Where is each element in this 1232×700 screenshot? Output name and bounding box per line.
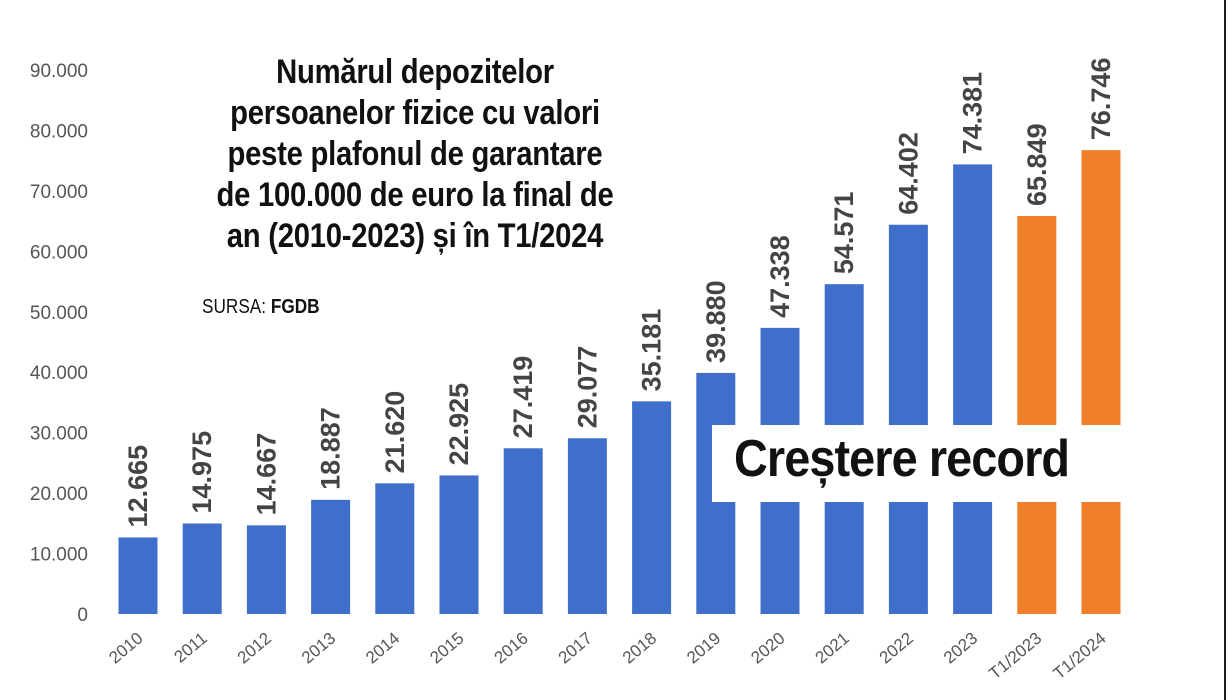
data-label: 39.880	[701, 280, 731, 363]
y-tick-label: 40.000	[30, 363, 88, 384]
bar	[182, 523, 222, 614]
frame-edge	[1224, 0, 1226, 700]
data-label: 14.975	[187, 431, 217, 514]
x-tick-label: 2022	[876, 629, 917, 668]
y-tick-label: 30.000	[30, 424, 88, 445]
x-tick-label: 2019	[683, 629, 724, 668]
data-label: 22.925	[444, 383, 474, 466]
y-tick-label: 60.000	[30, 242, 88, 263]
x-tick-label: 2011	[171, 629, 211, 667]
x-tick-label: T1/2024	[1050, 629, 1110, 684]
x-tick-label: 2016	[491, 629, 532, 668]
bar	[439, 475, 479, 614]
y-tick-label: 80.000	[30, 121, 88, 142]
source-note: SURSA: FGDB	[202, 296, 320, 319]
chart-title: Numărul depozitelor persoanelor fizice c…	[160, 52, 670, 257]
bar	[888, 224, 928, 614]
title-line: Numărul depozitelor	[276, 53, 554, 91]
data-label: 35.181	[637, 309, 667, 392]
data-label: 12.665	[123, 445, 153, 528]
bar	[1017, 215, 1057, 614]
x-tick-label: T1/2023	[985, 629, 1045, 684]
y-tick-label: 10.000	[30, 545, 88, 566]
y-tick-label: 20.000	[30, 484, 88, 505]
x-tick-label: 2020	[747, 629, 788, 668]
bar	[246, 525, 286, 614]
title-line: de 100.000 de euro la final de	[216, 176, 614, 214]
bar	[311, 499, 351, 614]
bar	[632, 401, 672, 614]
data-label: 27.419	[508, 356, 538, 439]
annotation-banner: Creștere record	[712, 425, 1130, 502]
data-label: 29.077	[572, 346, 602, 429]
x-tick-label: 2023	[940, 629, 981, 668]
x-tick-label: 2014	[362, 629, 403, 668]
data-label: 47.338	[765, 235, 795, 318]
bar	[375, 483, 415, 614]
data-label: 21.620	[380, 391, 410, 474]
data-label: 64.402	[893, 132, 923, 215]
title-line: an (2010-2023) și în T1/2024	[226, 217, 604, 255]
bar	[118, 537, 158, 614]
x-tick-label: 2017	[555, 629, 596, 668]
x-tick-label: 2021	[812, 629, 853, 668]
y-tick-label: 90.000	[30, 61, 88, 82]
x-tick-label: 2018	[619, 629, 660, 668]
y-tick-label: 50.000	[30, 303, 88, 324]
y-tick-label: 0	[77, 605, 88, 626]
source-label: SURSA:	[202, 296, 267, 318]
y-tick-label: 70.000	[30, 182, 88, 203]
bar	[1081, 150, 1121, 614]
data-label: 74.381	[958, 72, 988, 155]
source-name: FGDB	[270, 296, 320, 318]
bar	[567, 438, 607, 614]
title-line: persoanelor fizice cu valori	[230, 94, 600, 132]
annotation-text: Creștere record	[734, 430, 1070, 488]
x-tick-label: 2010	[105, 629, 146, 668]
x-tick-label: 2015	[426, 629, 467, 668]
data-label: 14.667	[251, 433, 281, 516]
x-tick-label: 2012	[234, 629, 275, 668]
data-label: 18.887	[316, 407, 346, 490]
data-label: 76.746	[1086, 58, 1116, 141]
data-label: 65.849	[1022, 123, 1052, 206]
data-label: 54.571	[829, 192, 859, 275]
bar	[503, 448, 543, 614]
bar	[953, 164, 993, 614]
x-tick-label: 2013	[298, 629, 339, 668]
title-line: peste plafonul de garantare	[227, 135, 603, 173]
